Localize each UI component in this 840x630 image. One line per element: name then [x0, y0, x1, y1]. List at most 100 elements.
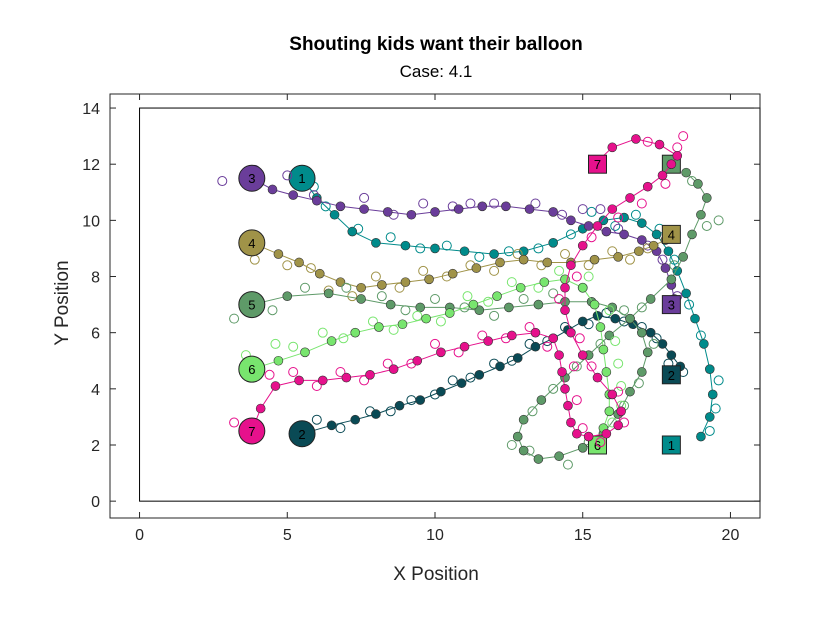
series-6-ghost-point — [288, 341, 299, 352]
series-5-ghost-point — [229, 313, 240, 324]
series-7-ghost-point — [595, 437, 606, 448]
series-6-ghost-point — [483, 296, 494, 307]
series-7-point — [566, 417, 576, 428]
series-5-ghost-point — [636, 302, 647, 313]
series-6-ghost-point — [583, 271, 594, 282]
series-7-point — [557, 367, 567, 377]
series-1-ghost-point — [713, 375, 724, 386]
series-2-ghost-point — [311, 414, 322, 425]
series-3-start-label: 3 — [248, 171, 255, 186]
series-1-ghost-point — [503, 246, 514, 257]
series-5-point — [323, 288, 334, 299]
series-2-point — [326, 420, 337, 431]
series-6-ghost-point — [604, 305, 615, 316]
series-3-ghost-point — [465, 198, 476, 209]
series-3-point — [637, 235, 647, 245]
series-7-point — [459, 341, 470, 352]
series-3-point — [312, 195, 322, 206]
series-7-ghost-point — [542, 341, 553, 352]
series-3-ghost-point — [577, 204, 588, 215]
series-5-ghost-point — [459, 302, 470, 313]
series-7-point — [436, 347, 446, 358]
series-2-point — [530, 341, 541, 352]
series-1-point — [704, 412, 715, 422]
series-1-point — [663, 246, 674, 257]
series-7-ghost-point — [335, 366, 346, 377]
series-5-point — [687, 229, 697, 240]
series-3-ghost-point — [613, 223, 624, 234]
series-4-point — [518, 254, 529, 265]
series-5-ghost-point — [548, 288, 559, 299]
series-1-goal-marker — [661, 435, 681, 455]
series-7-point — [616, 406, 626, 417]
series-2-point — [666, 350, 677, 360]
series-5-point — [702, 193, 712, 203]
series-7-point — [388, 364, 399, 374]
series-7-point — [317, 375, 328, 386]
series-7-ghost-point — [524, 322, 535, 333]
series-5-ghost-point — [376, 291, 387, 302]
series-7-ghost-point — [311, 381, 322, 392]
series-3-ghost-point — [418, 198, 429, 209]
series-3-point — [583, 221, 594, 231]
series-7-point — [566, 260, 576, 271]
series-4-point — [634, 246, 644, 257]
series-5-point — [678, 252, 688, 262]
series-6-point — [273, 355, 284, 366]
y-tick-label: 6 — [91, 326, 100, 343]
series-7-point — [412, 355, 423, 366]
series-7-point — [657, 170, 668, 181]
series-7-point — [666, 159, 677, 169]
series-3-ghost-point — [595, 204, 606, 215]
series-7-ghost-point — [574, 333, 585, 344]
series-5-point — [625, 313, 635, 324]
series-1-point — [598, 215, 609, 226]
series-6: 66 — [238, 265, 627, 455]
series-4-point — [542, 257, 553, 268]
series-6-ghost-point — [412, 310, 423, 321]
series-7-point — [607, 204, 618, 214]
series-7-ghost-point — [264, 369, 275, 380]
series-5-point — [415, 302, 426, 313]
x-tick-label: 0 — [135, 527, 144, 544]
series-4-point — [613, 252, 623, 262]
series-5-ghost-point — [518, 293, 529, 304]
series-4-point — [424, 274, 434, 285]
series-3-goal-marker — [661, 295, 681, 315]
series-4-ghost-point — [305, 263, 316, 274]
series-5-point — [518, 445, 529, 456]
series-3-point — [477, 201, 488, 212]
series-6-point — [539, 277, 550, 287]
series-6-point — [604, 406, 615, 417]
series-5-point — [696, 209, 706, 220]
series-1-ghost-point — [565, 229, 576, 240]
series-6-point — [598, 344, 609, 355]
series-2-ghost-point — [335, 423, 346, 434]
series-1: 11 — [288, 164, 724, 455]
series-7-point — [560, 305, 570, 316]
series-5-point — [637, 367, 647, 377]
series-5-point — [637, 327, 647, 338]
series-1-point — [651, 229, 662, 240]
series-4-point — [471, 263, 482, 273]
series-7-ghost-point — [430, 338, 440, 349]
series-2-point — [495, 361, 505, 372]
series-2-point — [645, 327, 656, 338]
series-3-point — [406, 209, 417, 220]
series-5-ghost-point — [489, 310, 500, 321]
series-6-point — [601, 367, 612, 377]
x-tick-label: 15 — [574, 527, 592, 544]
series-3-point — [288, 190, 298, 200]
series-4-start-marker — [238, 229, 266, 257]
series-6-point — [421, 313, 431, 324]
series-2-point — [512, 353, 523, 363]
series-1-point — [329, 209, 340, 220]
series-7-point — [341, 372, 352, 383]
y-tick-label: 12 — [82, 157, 100, 174]
series-4-ghost-point — [282, 260, 293, 271]
series-7-point — [560, 282, 570, 293]
series-5-point — [681, 167, 691, 178]
series-7-ghost-point — [477, 330, 488, 341]
series-7-point — [625, 193, 635, 203]
series-7-ghost-point — [288, 366, 299, 377]
